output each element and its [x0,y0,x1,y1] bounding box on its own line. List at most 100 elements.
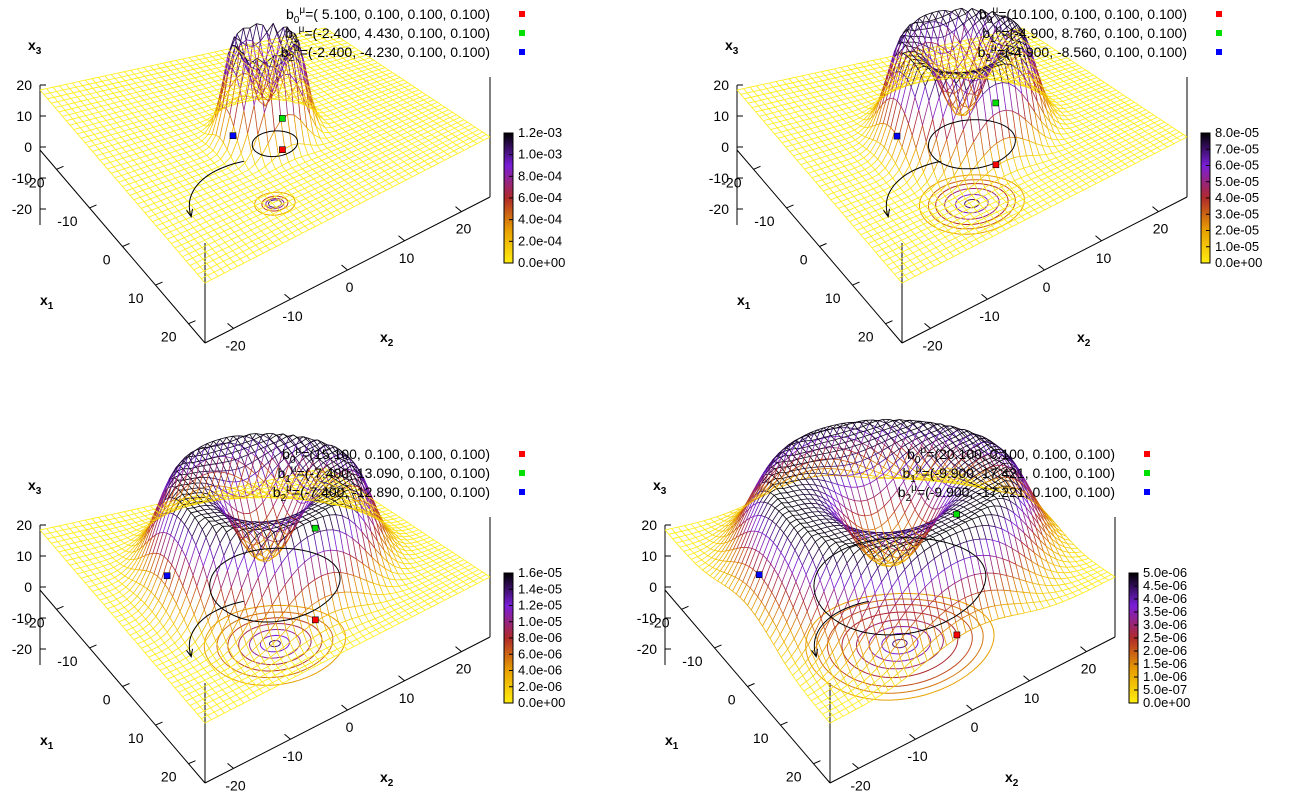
mesh-line [294,184,301,189]
mesh-line [876,62,884,65]
mesh-line [134,168,142,172]
mesh-line [313,134,321,139]
mesh-line [879,57,887,60]
mesh-line [272,173,280,177]
mesh-line [229,216,234,222]
mesh-line [192,115,197,120]
mesh-line [208,80,216,84]
mesh-line [465,132,473,137]
mesh-line [334,89,341,93]
mesh-line [341,186,346,191]
mesh-line [444,106,450,111]
mesh-line [82,83,90,87]
mesh-line [208,51,215,54]
mesh-line [200,195,205,201]
mesh-line [302,34,310,37]
mesh-line [182,256,187,262]
mesh-line [242,248,250,252]
mesh-line [272,75,280,85]
mesh-line [824,132,832,136]
mesh-line [248,52,253,56]
mesh-line [331,182,339,187]
mesh-line [378,126,384,130]
mesh-line [401,173,409,178]
mesh-line [326,209,332,214]
mesh-line [158,178,163,184]
mesh-line [428,109,433,114]
mesh-line [434,107,439,111]
mesh-line [184,168,189,174]
mesh-line [175,80,182,84]
mesh-line [159,151,164,156]
mesh-line [276,217,281,222]
mesh-line [278,76,283,81]
mesh-line [147,101,155,105]
mesh-line [378,94,386,98]
mesh-line [148,111,156,114]
mesh-line [403,126,411,130]
mesh-line [375,189,381,194]
mesh-line [373,86,379,90]
mesh-line [260,67,268,70]
mesh-line [806,87,814,90]
mesh-line [191,82,197,87]
mesh-line [146,126,154,130]
mesh-line [351,117,358,121]
mesh-line [221,167,229,172]
mesh-line [318,27,326,30]
mesh-line [206,150,214,156]
mesh-line [332,192,340,197]
mesh-line [357,88,362,92]
mesh-line [201,140,206,145]
mesh-line [370,83,375,88]
mesh-line [281,190,288,195]
mesh-line [338,124,343,129]
mesh-line [315,162,320,167]
mesh-line [197,133,205,139]
mesh-line [174,105,179,111]
mesh-line [169,115,176,118]
mesh-line [408,173,413,178]
mesh-line [76,96,82,102]
mesh-line [212,218,217,224]
mesh-line [109,124,114,130]
mesh-line [138,185,144,191]
mesh-line [142,88,150,92]
mesh-line [350,61,358,64]
mesh-line [1076,74,1084,78]
mesh-line [319,88,325,92]
mesh-line [175,113,183,116]
mesh-line [244,97,251,100]
mesh-line [117,72,122,78]
mesh-line [360,143,365,148]
mesh-line [187,162,192,168]
mesh-line [329,110,334,115]
mesh-line [389,158,394,163]
legend-prefix: b [285,25,293,41]
mesh-line [222,216,230,221]
mesh-line [227,99,232,104]
mesh-line [396,132,401,136]
mesh-line [317,93,322,98]
mesh-line [303,175,311,179]
mesh-line [174,140,180,146]
mesh-line [229,114,234,127]
mesh-line [315,126,323,133]
mesh-line [142,149,150,153]
mesh-line [251,79,256,98]
mesh-line [314,110,320,124]
mesh-line [365,73,370,77]
x2-tick-label: 0 [1043,279,1051,295]
mesh-line [194,131,202,135]
mesh-line [261,199,269,203]
mesh-line [426,151,434,156]
mesh-line [407,110,412,114]
mesh-line [367,137,374,142]
mesh-line [314,42,321,45]
mesh-line [357,66,365,70]
mesh-line [197,102,205,105]
mesh-line [138,145,146,148]
mesh-line [235,84,240,89]
mesh-line [290,181,298,185]
mesh-line [140,168,145,174]
